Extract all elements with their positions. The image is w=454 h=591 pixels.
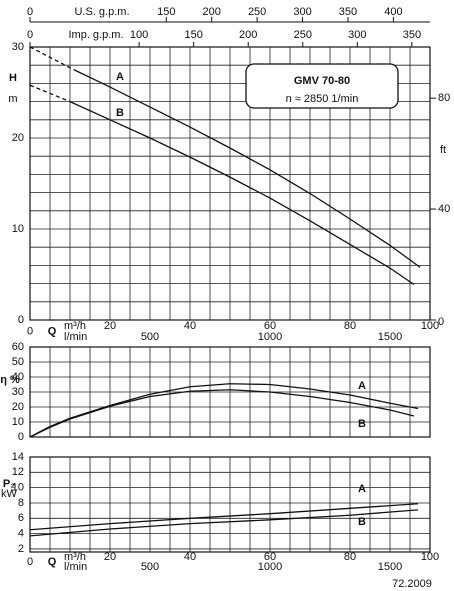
y-tick-label: 30 bbox=[12, 41, 24, 53]
curve-label: B bbox=[358, 418, 366, 430]
y-tick-label: 20 bbox=[12, 401, 24, 413]
x2-axis-unit: l/min bbox=[64, 561, 87, 573]
y-tick-label: 2 bbox=[18, 543, 24, 555]
y-tick-label: 0 bbox=[18, 314, 24, 326]
x-tick-label: 20 bbox=[104, 320, 116, 332]
x2-tick-label: 1000 bbox=[258, 561, 282, 573]
y2-axis-label: ft bbox=[440, 144, 446, 156]
y-axis-label: H bbox=[9, 72, 17, 84]
y-tick-label: 12 bbox=[12, 466, 24, 478]
top-axis-label: U.S. g.p.m. bbox=[74, 6, 129, 18]
x2-tick-label: 1500 bbox=[378, 331, 402, 343]
y-axis-unit: m bbox=[8, 93, 17, 105]
x-axis-label: Q bbox=[48, 325, 57, 337]
plot-frame bbox=[29, 346, 431, 438]
x2-tick-label: 500 bbox=[141, 561, 159, 573]
y-axis-label: P₂ bbox=[3, 478, 15, 490]
dashed-curve bbox=[29, 84, 71, 103]
top-tick-label: 200 bbox=[239, 29, 257, 41]
x-tick-label: 80 bbox=[344, 320, 356, 332]
plot-frame bbox=[29, 456, 431, 553]
top-tick-label: 250 bbox=[294, 29, 312, 41]
x-tick-label: 60 bbox=[264, 320, 276, 332]
chart-title: GMV 70-80 bbox=[294, 75, 350, 87]
y-tick-label: 4 bbox=[18, 528, 24, 540]
curve bbox=[29, 503, 419, 531]
top-tick-label: 350 bbox=[403, 29, 421, 41]
curve bbox=[29, 383, 419, 438]
x-axis-unit: m³/h bbox=[64, 551, 86, 563]
curve bbox=[69, 101, 415, 286]
top-tick-label: 300 bbox=[293, 6, 311, 18]
y-tick-label: 30 bbox=[12, 386, 24, 398]
x2-tick-label: 1000 bbox=[258, 331, 282, 343]
top-tick-label: 250 bbox=[248, 6, 266, 18]
x-tick-label: 40 bbox=[184, 320, 196, 332]
curve bbox=[29, 509, 419, 537]
top-tick-label: 0 bbox=[27, 6, 33, 18]
title-box bbox=[245, 63, 399, 109]
y-tick-label: 10 bbox=[12, 482, 24, 494]
chart-subtitle: n ≈ 2850 1/min bbox=[286, 93, 359, 105]
y2-tick-label: 0 bbox=[438, 316, 444, 328]
y-tick-label: 8 bbox=[18, 497, 24, 509]
curve-label: B bbox=[116, 107, 124, 119]
top-tick-label: 0 bbox=[27, 29, 33, 41]
y-tick-label: 50 bbox=[12, 356, 24, 368]
x-tick-label: 0 bbox=[27, 325, 33, 337]
y-tick-label: 0 bbox=[18, 431, 24, 443]
y2-tick-label: 80 bbox=[438, 92, 450, 104]
curve bbox=[29, 389, 415, 438]
top-tick-label: 400 bbox=[384, 6, 402, 18]
x-tick-label: 100 bbox=[421, 320, 439, 332]
y2-tick-label: 40 bbox=[438, 203, 450, 215]
y-tick-label: 6 bbox=[18, 512, 24, 524]
x-tick-label: 20 bbox=[104, 551, 116, 563]
top-tick-label: 150 bbox=[184, 29, 202, 41]
top-tick-label: 350 bbox=[339, 6, 357, 18]
y-tick-label: 10 bbox=[12, 223, 24, 235]
y-tick-label: 14 bbox=[12, 451, 24, 463]
top-tick-label: 300 bbox=[348, 29, 366, 41]
curve-label: B bbox=[358, 516, 366, 528]
x-tick-label: 80 bbox=[344, 551, 356, 563]
y-tick-label: 40 bbox=[12, 371, 24, 383]
curve-label: A bbox=[116, 71, 124, 83]
y-axis-label: η % bbox=[0, 374, 20, 386]
top-axis-label: Imp. g.p.m. bbox=[68, 29, 123, 41]
curve bbox=[73, 69, 421, 268]
y-tick-label: 10 bbox=[12, 416, 24, 428]
curve-label: A bbox=[358, 483, 366, 495]
x-tick-label: 40 bbox=[184, 551, 196, 563]
x-axis-label: Q bbox=[48, 556, 57, 568]
top-tick-label: 200 bbox=[203, 6, 221, 18]
y-tick-label: 60 bbox=[12, 341, 24, 353]
curve-label: A bbox=[358, 380, 366, 392]
top-tick-label: 150 bbox=[157, 6, 175, 18]
x-tick-label: 100 bbox=[421, 551, 439, 563]
footer: 72.2009 bbox=[392, 578, 432, 590]
y-tick-label: 20 bbox=[12, 132, 24, 144]
y-axis-unit: kW bbox=[1, 488, 18, 500]
x-tick-label: 0 bbox=[27, 556, 33, 568]
x-axis-unit: m³/h bbox=[64, 320, 86, 332]
dashed-curve bbox=[29, 46, 75, 71]
x-tick-label: 60 bbox=[264, 551, 276, 563]
x2-tick-label: 1500 bbox=[378, 561, 402, 573]
top-tick-label: 100 bbox=[130, 29, 148, 41]
x2-tick-label: 500 bbox=[141, 331, 159, 343]
x2-axis-unit: l/min bbox=[64, 331, 87, 343]
